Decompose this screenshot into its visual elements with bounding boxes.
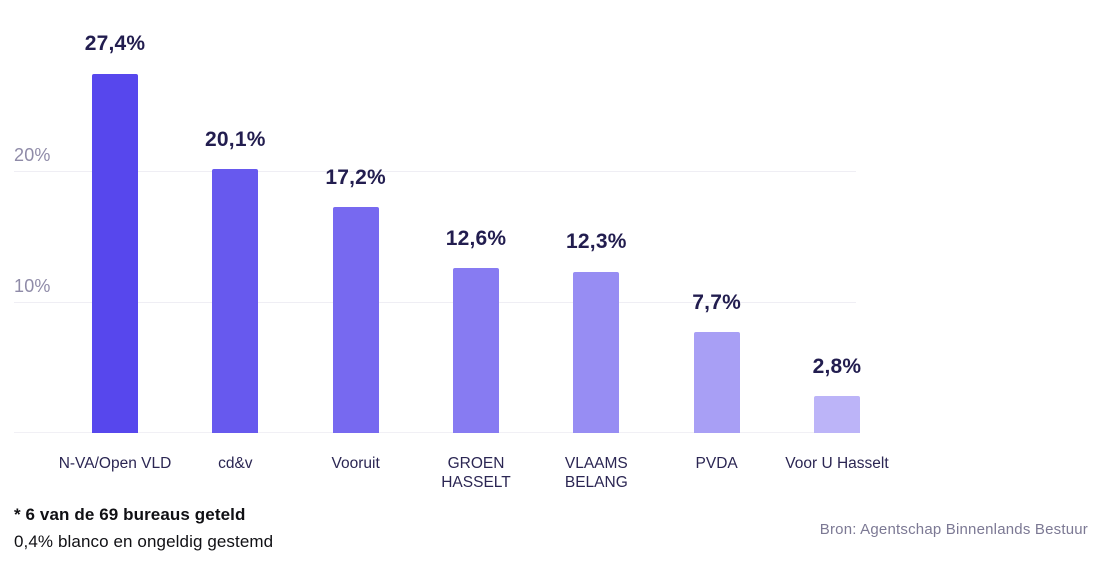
bar-group: 17,2% (295, 0, 416, 433)
category-label: GROEN HASSELT (441, 455, 511, 492)
bar-group: 12,6% (415, 0, 536, 433)
bar-group: 20,1% (175, 0, 296, 433)
category-label: VLAAMS BELANG (564, 455, 628, 492)
category-label: Vooruit (331, 455, 380, 472)
category-label: cd&v (218, 455, 253, 472)
gridline-20 (14, 170, 856, 172)
bar (332, 207, 379, 433)
bar-value-label: 12,6% (445, 226, 507, 250)
bar-group: 2,8% (776, 0, 897, 433)
bar-value-label: 20,1% (205, 128, 266, 152)
bar (573, 271, 620, 433)
footnote-line1: * 6 van de 69 bureaus geteld (14, 505, 246, 524)
bar-chart-plot: 10% 20% 27,4% 20,1% 17,2% 12,6% 12,3% 7,7% 2,8% (14, 0, 861, 433)
footnote-line2: 0,4% blanco en ongeldig gestemd (14, 532, 274, 551)
bar (212, 169, 259, 433)
source-credit: Bron: Agentschap Binnenlands Bestuur (819, 521, 1088, 538)
bar-group: 7,7% (656, 0, 777, 433)
bar-group: 27,4% (55, 0, 176, 433)
bar (693, 332, 740, 433)
category-label: N-VA/Open VLD (58, 455, 172, 472)
bar (813, 396, 860, 433)
bar (92, 73, 138, 433)
footnote: * 6 van de 69 bureaus geteld 0,4% blanco… (14, 506, 273, 552)
category-label: PVDA (695, 455, 738, 472)
bar-group: 12,3% (536, 0, 657, 433)
bar-value-label: 2,8% (812, 355, 862, 379)
gridline-10 (14, 301, 856, 303)
bar (452, 267, 499, 433)
x-axis-baseline (14, 432, 856, 433)
bar-value-label: 12,3% (566, 230, 627, 254)
category-label: Voor U Hasselt (785, 455, 889, 472)
y-axis-tick-label: 10% (14, 275, 51, 296)
bar-value-label: 17,2% (325, 166, 386, 190)
y-axis-tick-label: 20% (14, 144, 51, 165)
bar-value-label: 27,4% (84, 32, 146, 56)
bar-value-label: 7,7% (692, 290, 741, 314)
